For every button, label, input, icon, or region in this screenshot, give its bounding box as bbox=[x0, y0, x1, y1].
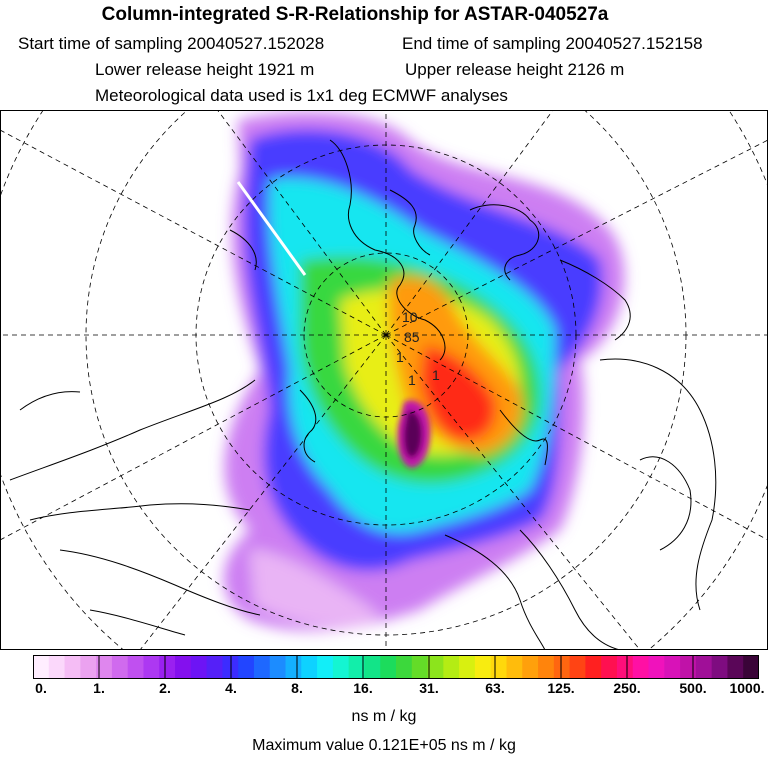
colorbar-tick-label: 1000. bbox=[729, 680, 765, 696]
lower-height-label: Lower release height 1921 m bbox=[95, 60, 315, 79]
colorbar-swatch bbox=[143, 655, 160, 679]
colorbar-swatch bbox=[364, 655, 381, 679]
colorbar-swatch bbox=[522, 655, 539, 679]
colorbar-tick-label: 4. bbox=[225, 680, 237, 696]
colorbar-swatch bbox=[711, 655, 729, 679]
data-gap-streak bbox=[236, 181, 307, 276]
colorbar-swatch bbox=[206, 655, 223, 679]
colorbar-swatch bbox=[33, 655, 50, 679]
maximum-value-label: Maximum value 0.121E+05 ns m / kg bbox=[252, 737, 516, 754]
map-panel: 1 1 1 10 85 bbox=[0, 110, 768, 650]
colorbar-swatch bbox=[348, 655, 366, 679]
contour-labels: 1 1 1 10 85 bbox=[396, 309, 440, 388]
colorbar-swatch bbox=[285, 655, 302, 679]
colorbar-swatch bbox=[616, 655, 634, 679]
colorbar-swatch bbox=[680, 655, 697, 679]
contour-label: 1 bbox=[408, 372, 416, 388]
colorbar-swatch bbox=[48, 655, 66, 679]
colorbar-swatch bbox=[585, 655, 602, 679]
colorbar-swatch bbox=[427, 655, 444, 679]
concentration-field bbox=[223, 111, 625, 631]
colorbar-tick-label: 250. bbox=[613, 680, 641, 696]
colorbar-swatch bbox=[317, 655, 334, 679]
colorbar-swatch bbox=[190, 655, 208, 679]
polar-map: 1 1 1 10 85 bbox=[0, 110, 768, 650]
colorbar-swatch bbox=[396, 655, 413, 679]
colorbar-swatch bbox=[632, 655, 650, 679]
colorbar-tick-label: 1. bbox=[93, 680, 105, 696]
colorbar-swatch bbox=[743, 655, 759, 679]
colorbar-swatch bbox=[648, 655, 665, 679]
colorbar-swatch bbox=[64, 655, 81, 679]
colorbar-tick-label: 500. bbox=[679, 680, 707, 696]
colorbar-swatch bbox=[553, 655, 571, 679]
end-time-label: End time of sampling 20040527.152158 bbox=[402, 34, 703, 53]
colorbar-swatch bbox=[443, 655, 460, 679]
start-time-label: Start time of sampling 20040527.152028 bbox=[18, 34, 325, 53]
colorbar-swatch bbox=[569, 655, 586, 679]
contour-label: 1 bbox=[396, 349, 404, 365]
colorbar-swatch bbox=[695, 655, 713, 679]
colorbar-swatch bbox=[238, 655, 255, 679]
colorbar-swatch bbox=[506, 655, 523, 679]
colorbar-frame bbox=[33, 655, 759, 679]
colorbar-swatch bbox=[159, 655, 176, 679]
contour-label: 85 bbox=[404, 329, 420, 345]
contour-label: 1 bbox=[432, 367, 440, 383]
colorbar-swatch bbox=[111, 655, 129, 679]
colorbar-swatch bbox=[96, 655, 113, 679]
colorbar-swatch bbox=[601, 655, 618, 679]
colorbar-tick-label: 31. bbox=[419, 680, 439, 696]
colorbar-swatch bbox=[459, 655, 476, 679]
colorbar-tick-label: 16. bbox=[353, 680, 373, 696]
colorbar-tick-label: 125. bbox=[547, 680, 575, 696]
colorbar-swatch bbox=[474, 655, 492, 679]
colorbar-swatch bbox=[727, 655, 744, 679]
colorbar-swatch bbox=[253, 655, 271, 679]
colorbar bbox=[33, 655, 759, 679]
colorbar-swatch bbox=[664, 655, 681, 679]
colorbar-tick-label: 8. bbox=[291, 680, 303, 696]
graticule bbox=[0, 110, 768, 650]
map-title: Column-integrated S-R-Relationship for A… bbox=[101, 4, 609, 25]
colorbar-tick-label: 0. bbox=[35, 680, 47, 696]
contour-label: 10 bbox=[402, 309, 418, 325]
colorbar-swatch bbox=[538, 655, 555, 679]
colorbar-units: ns m / kg bbox=[351, 708, 417, 725]
colorbar-swatch bbox=[490, 655, 508, 679]
colorbar-swatch bbox=[411, 655, 429, 679]
colorbar-swatch bbox=[80, 655, 97, 679]
colorbar-swatch bbox=[269, 655, 287, 679]
colorbar-swatch bbox=[332, 655, 350, 679]
colorbar-swatch bbox=[127, 655, 145, 679]
colorbar-tick-label: 63. bbox=[485, 680, 505, 696]
colorbar-swatch bbox=[175, 655, 192, 679]
colorbar-tick-label: 2. bbox=[159, 680, 171, 696]
met-data-label: Meteorological data used is 1x1 deg ECMW… bbox=[95, 86, 508, 105]
upper-height-label: Upper release height 2126 m bbox=[405, 60, 625, 79]
colorbar-swatch bbox=[301, 655, 318, 679]
colorbar-swatch bbox=[380, 655, 397, 679]
